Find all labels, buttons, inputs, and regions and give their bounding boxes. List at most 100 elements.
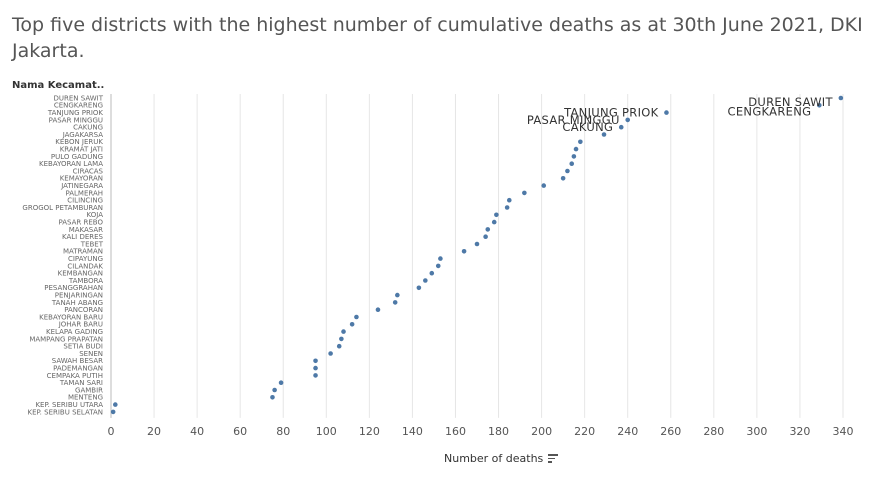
data-point — [328, 351, 333, 356]
data-point — [336, 343, 342, 349]
data-point — [272, 387, 277, 393]
data-point — [569, 161, 575, 166]
data-point — [270, 395, 275, 400]
category-label: CAKUNG — [73, 124, 103, 132]
category-label: PULO GADUNG — [51, 153, 103, 161]
category-label: PALMERAH — [65, 189, 103, 197]
point-annotation: DUREN SAWIT — [748, 95, 833, 109]
category-label: MAMPANG PRAPATAN — [29, 335, 103, 343]
data-point — [429, 270, 435, 276]
category-label: KEBON JERUK — [55, 138, 103, 146]
data-point — [601, 132, 607, 137]
row-header-label[interactable]: Nama Kecamat.. — [12, 80, 105, 91]
point-annotation: PASAR MINGGU — [527, 113, 620, 127]
data-point — [573, 146, 579, 152]
category-label: PANCORAN — [64, 306, 103, 314]
data-point — [817, 103, 822, 108]
data-point — [578, 139, 583, 145]
x-tick-label: 160 — [445, 425, 466, 438]
category-label: CIRACAS — [73, 167, 104, 175]
data-point — [435, 263, 441, 269]
x-axis-title-wrap: Number of deaths — [444, 452, 559, 465]
x-tick-label: 120 — [359, 425, 380, 438]
data-point — [474, 241, 480, 247]
point-annotation: TANJUNG PRIOK — [563, 106, 659, 120]
data-point — [313, 365, 318, 371]
category-label: MENTENG — [68, 394, 103, 402]
category-label: SENEN — [79, 350, 103, 358]
x-tick-label: 80 — [276, 425, 290, 438]
x-tick-label: 180 — [488, 425, 509, 438]
category-label: KALI DERES — [62, 233, 104, 241]
category-label: KELAPA GADING — [46, 328, 103, 336]
category-label: KEBAYORAN BARU — [39, 313, 103, 321]
category-label: KRAMAT JATI — [60, 146, 103, 154]
category-label: JATINEGARA — [60, 182, 103, 190]
category-label: TANJUNG PRIOK — [47, 109, 103, 117]
x-tick-label: 320 — [789, 425, 810, 438]
category-label: MAKASAR — [69, 226, 103, 234]
data-point — [395, 292, 400, 298]
data-point — [522, 190, 527, 196]
x-tick-label: 100 — [316, 425, 337, 438]
data-point — [483, 234, 488, 239]
data-point — [664, 110, 669, 115]
data-point — [113, 402, 118, 407]
category-label: JOHAR BARU — [58, 321, 103, 329]
data-point — [416, 285, 422, 291]
data-point — [339, 336, 344, 342]
data-point — [354, 314, 359, 320]
x-tick-label: 0 — [108, 425, 115, 438]
x-tick-label: 40 — [190, 425, 204, 438]
category-label: TAMBORA — [68, 277, 103, 285]
data-point — [625, 117, 631, 123]
data-point — [349, 322, 355, 327]
category-label: MATRAMAN — [63, 248, 103, 256]
data-point — [341, 329, 346, 334]
data-point — [541, 183, 547, 188]
category-label: SETIA BUDI — [63, 343, 103, 351]
x-axis-title: Number of deaths — [444, 452, 544, 465]
data-point — [565, 168, 570, 174]
category-label: SAWAH BESAR — [52, 357, 103, 365]
category-label: PESANGGRAHAN — [44, 284, 103, 292]
category-label: CILANDAK — [67, 262, 103, 270]
data-point — [618, 124, 624, 130]
category-label: PASAR MINGGU — [49, 116, 103, 124]
chart-title: Top five districts with the highest numb… — [12, 14, 863, 62]
category-label: CIPAYUNG — [68, 255, 103, 263]
category-label: KEP. SERIBU UTARA — [35, 401, 103, 409]
category-label: JAGAKARSA — [62, 131, 104, 139]
point-annotation: CAKUNG — [562, 120, 613, 134]
category-label: CILINCING — [67, 197, 103, 205]
category-label: PENJARINGAN — [55, 292, 103, 300]
data-point — [838, 95, 844, 101]
x-tick-label: 340 — [833, 425, 854, 438]
point-annotation: CENGKARENG — [728, 104, 812, 118]
category-label: KEP. SERIBU SELATAN — [28, 408, 103, 416]
data-point — [571, 154, 577, 159]
data-point — [438, 256, 443, 261]
category-label: KEMBANGAN — [58, 270, 103, 278]
category-label: TAMAN SARI — [59, 379, 103, 387]
x-tick-label: 200 — [531, 425, 552, 438]
category-label: KEBAYORAN LAMA — [39, 160, 103, 168]
category-label: KOJA — [87, 211, 104, 219]
data-point — [560, 176, 566, 181]
sort-descending-icon[interactable] — [548, 454, 559, 463]
x-tick-label: 60 — [233, 425, 247, 438]
data-point — [278, 380, 284, 386]
data-point — [506, 197, 512, 203]
category-label: DUREN SAWIT — [53, 94, 103, 102]
category-label: PADEMANGAN — [53, 365, 103, 373]
x-tick-label: 220 — [574, 425, 595, 438]
category-label: GAMBIR — [75, 386, 103, 394]
category-label: GROGOL PETAMBURAN — [22, 204, 103, 212]
data-point — [491, 219, 497, 225]
data-point — [110, 409, 116, 415]
x-tick-label: 280 — [703, 425, 724, 438]
category-label: CENGKARENG — [54, 102, 103, 110]
category-label: KEMAYORAN — [60, 175, 103, 183]
category-label: TEBET — [80, 240, 104, 248]
